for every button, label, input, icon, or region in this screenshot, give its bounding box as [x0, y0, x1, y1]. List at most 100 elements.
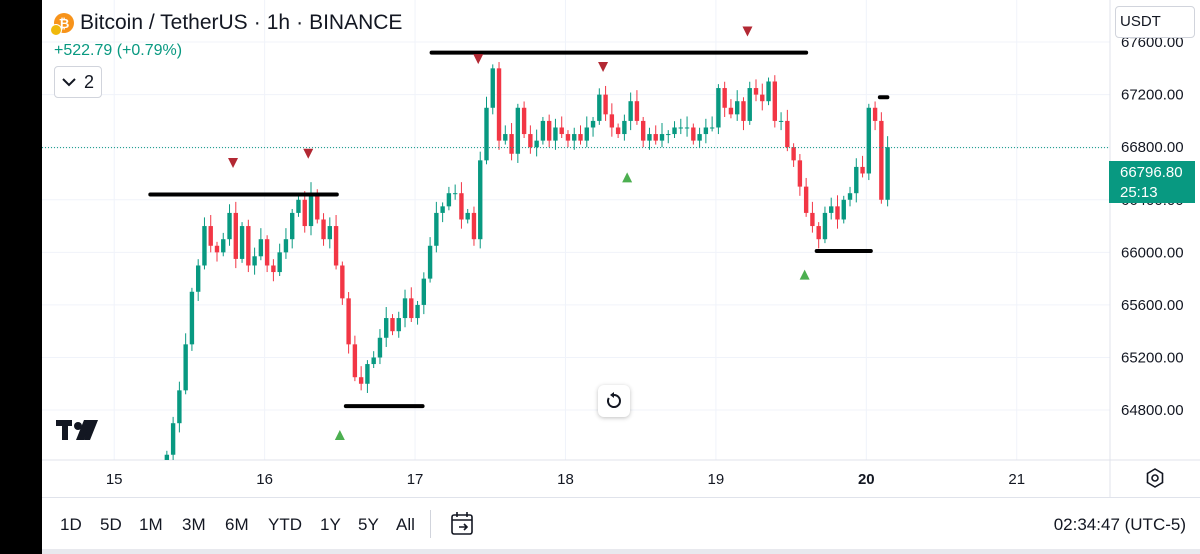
- candle-body: [371, 357, 376, 365]
- range-1y-button[interactable]: 1Y: [320, 515, 341, 534]
- exchange-badge-icon: [50, 24, 62, 36]
- range-5y-button[interactable]: 5Y: [358, 515, 379, 534]
- candle-body: [446, 193, 452, 207]
- candle-body: [277, 252, 282, 273]
- legend-separator: ·: [296, 11, 304, 34]
- candle-body: [478, 160, 483, 240]
- symbol-legend[interactable]: ₿ Bitcoin / TetherUS · 1h · BINANCE: [50, 10, 402, 36]
- candle-body: [208, 226, 213, 246]
- candle-body: [258, 239, 264, 257]
- candle-body: [722, 88, 727, 108]
- swing-high-marker: [228, 157, 239, 168]
- candle-body: [803, 186, 809, 213]
- price-axis-label: 65200.00: [1121, 349, 1184, 366]
- range-6m-button[interactable]: 6M: [225, 515, 249, 534]
- candle-body: [202, 226, 207, 266]
- candle-body: [459, 193, 464, 220]
- candle-body: [528, 134, 533, 148]
- candle-body: [866, 107, 872, 174]
- candle-body: [728, 107, 734, 115]
- reset-icon: [607, 392, 621, 408]
- candle-body: [302, 199, 307, 227]
- indicators-count: 2: [83, 71, 94, 92]
- candle-body: [672, 127, 677, 135]
- candle-body: [854, 166, 859, 194]
- chart-area[interactable]: 67600.0067200.0066800.0066400.0066000.00…: [42, 0, 1200, 497]
- candle-body: [860, 166, 865, 174]
- candle-body: [365, 364, 370, 384]
- candle-body: [170, 423, 176, 455]
- candle-body: [384, 318, 389, 338]
- candle-body: [327, 226, 333, 240]
- left-panel-edge: [0, 0, 42, 554]
- candle-body: [503, 134, 508, 141]
- candle-body: [559, 127, 564, 135]
- price-axis-label: 66000.00: [1121, 244, 1184, 261]
- time-axis-label: 19: [708, 471, 725, 488]
- range-all-button[interactable]: All: [396, 515, 415, 534]
- candle-body: [296, 199, 301, 213]
- time-axis-label: 21: [1008, 471, 1025, 488]
- candle-body: [546, 120, 552, 141]
- candle-body: [402, 298, 408, 319]
- range-1d-button[interactable]: 1D: [60, 515, 82, 534]
- scale-settings-button[interactable]: [1143, 466, 1167, 490]
- candle-body: [340, 265, 345, 299]
- range-ytd-button[interactable]: YTD: [268, 515, 302, 534]
- candle-body: [847, 193, 853, 200]
- bitcoin-logo-icon: ₿: [50, 13, 74, 36]
- currency-button[interactable]: USDT: [1115, 6, 1195, 38]
- price-axis-label: 64800.00: [1121, 402, 1184, 419]
- candle-body: [841, 199, 846, 220]
- candle-body: [766, 81, 771, 102]
- candle-body: [521, 107, 527, 135]
- candle-body: [221, 239, 226, 253]
- candle-body: [183, 344, 188, 391]
- chevron-down-icon: [62, 78, 76, 87]
- candle-body: [352, 344, 358, 378]
- candle-body: [333, 226, 339, 266]
- indicators-collapse-button[interactable]: 2: [54, 66, 102, 98]
- candle-body: [540, 120, 546, 141]
- candle-body: [440, 206, 445, 213]
- candle-body: [283, 239, 289, 253]
- gear-icon: [1146, 468, 1164, 488]
- range-1m-button[interactable]: 1M: [139, 515, 163, 534]
- candle-body: [653, 134, 658, 141]
- price-axis-label: 67600.00: [1121, 34, 1184, 51]
- candle-body: [879, 120, 884, 200]
- clock-timezone[interactable]: 02:34:47 (UTC-5): [1053, 515, 1186, 534]
- candle-body: [647, 134, 652, 141]
- tradingview-logo-icon[interactable]: [56, 418, 100, 447]
- candle-body: [214, 245, 220, 253]
- bar-countdown: 25:13: [1120, 184, 1158, 201]
- candle-body: [785, 120, 790, 148]
- toolbar-divider: [430, 510, 431, 538]
- candle-body: [465, 212, 470, 220]
- candle-body: [252, 256, 257, 266]
- bottom-edge-bar: [42, 549, 1200, 554]
- candle-body: [810, 212, 815, 227]
- range-5d-button[interactable]: 5D: [100, 515, 122, 534]
- range-3m-button[interactable]: 3M: [182, 515, 206, 534]
- candle-body: [534, 140, 539, 148]
- time-axis-label: 18: [557, 471, 574, 488]
- candle-body: [791, 147, 796, 161]
- candle-body: [634, 101, 640, 121]
- candle-body: [565, 134, 571, 141]
- candle-body: [778, 120, 784, 122]
- candle-body: [315, 193, 320, 220]
- candle-body: [885, 147, 890, 200]
- reset-chart-button[interactable]: [598, 385, 630, 417]
- date-range-button[interactable]: [449, 510, 477, 538]
- price-axis-label: 67200.00: [1121, 87, 1184, 104]
- candle-body: [290, 212, 295, 240]
- price-axis-label: 65600.00: [1121, 297, 1184, 314]
- candle-body: [609, 114, 615, 128]
- price-chart[interactable]: 67600.0067200.0066800.0066400.0066000.00…: [42, 0, 1200, 497]
- swing-high-marker: [598, 62, 609, 73]
- candle-body: [553, 127, 558, 141]
- candle-body: [346, 298, 351, 345]
- candle-body: [409, 298, 414, 319]
- candle-body: [691, 127, 696, 141]
